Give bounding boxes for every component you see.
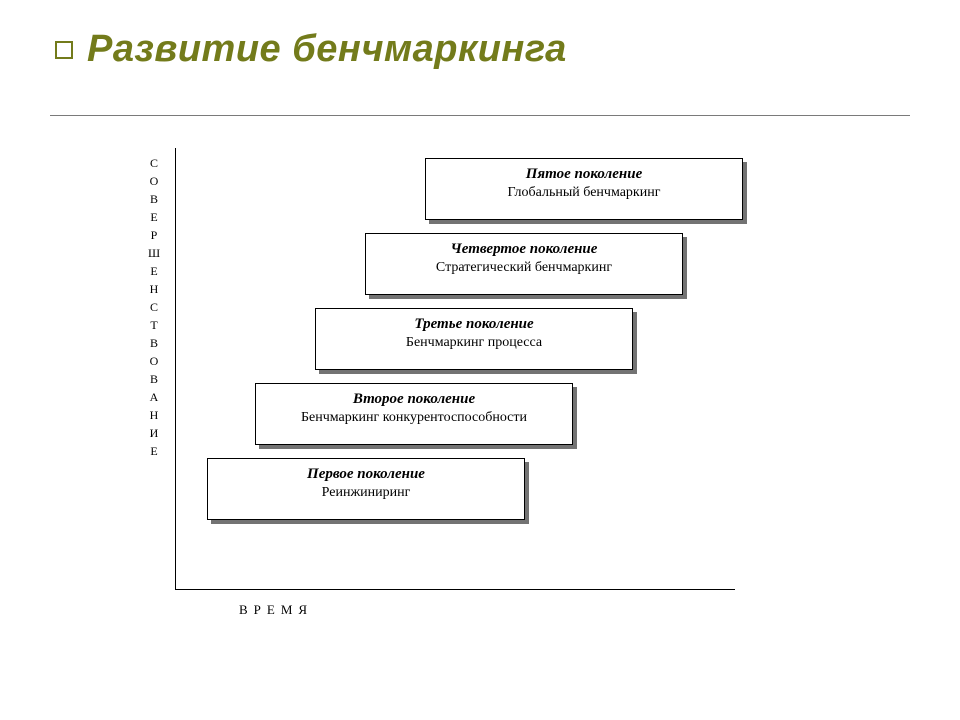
step-title: Третье поколение (324, 315, 624, 334)
step-box-1: Пятое поколениеГлобальный бенчмаркинг (425, 158, 743, 220)
y-axis (175, 148, 176, 590)
x-axis (175, 589, 735, 590)
bullet-icon (55, 41, 73, 59)
step-box-3: Третье поколениеБенчмаркинг процесса (315, 308, 633, 370)
step-chart: СОВЕРШЕНСТВОВАНИЕ ВРЕМЯ Пятое поколениеГ… (175, 148, 735, 628)
step-desc: Стратегический бенчмаркинг (374, 259, 674, 277)
step-desc: Реинжиниринг (216, 484, 516, 502)
slide-title: Развитие бенчмаркинга (87, 28, 567, 71)
step-title: Первое поколение (216, 465, 516, 484)
step-desc: Бенчмаркинг процесса (324, 334, 624, 352)
step-box-4: Второе поколениеБенчмаркинг конкурентосп… (255, 383, 573, 445)
step-desc: Глобальный бенчмаркинг (434, 184, 734, 202)
divider (50, 115, 910, 116)
step-title: Пятое поколение (434, 165, 734, 184)
step-box-2: Четвертое поколениеСтратегический бенчма… (365, 233, 683, 295)
step-box-5: Первое поколениеРеинжиниринг (207, 458, 525, 520)
step-title: Четвертое поколение (374, 240, 674, 259)
slide: Развитие бенчмаркинга СОВЕРШЕНСТВОВАНИЕ … (0, 0, 960, 720)
step-desc: Бенчмаркинг конкурентоспособности (264, 409, 564, 427)
step-title: Второе поколение (264, 390, 564, 409)
y-axis-label: СОВЕРШЕНСТВОВАНИЕ (147, 154, 161, 460)
x-axis-label: ВРЕМЯ (239, 602, 313, 618)
title-row: Развитие бенчмаркинга (55, 28, 567, 71)
